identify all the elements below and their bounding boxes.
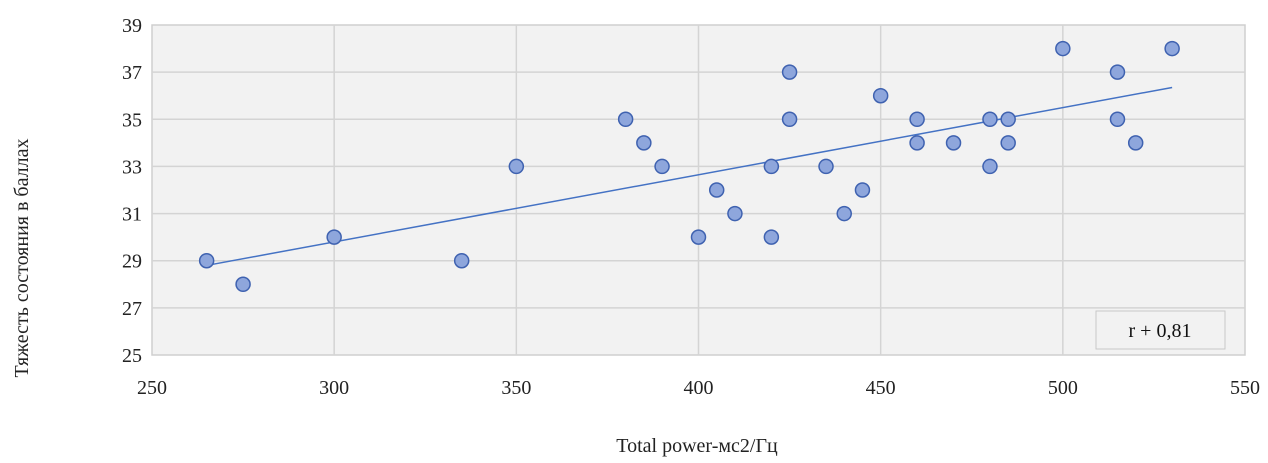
data-point: [818, 158, 834, 175]
data-point: [909, 135, 925, 151]
data-point: [654, 158, 670, 175]
data-point: [1127, 135, 1144, 151]
correlation-annotation: r + 0,81: [1129, 320, 1192, 342]
x-tick-label: 550: [1230, 377, 1260, 399]
data-point: [763, 229, 780, 245]
y-tick-label: 35: [122, 109, 142, 131]
y-tick-label: 33: [122, 156, 142, 178]
data-point: [854, 182, 871, 198]
data-points: [198, 40, 1180, 293]
y-tick-labels: 25 27 29 31 33 35 37 39: [122, 15, 142, 367]
data-point: [781, 111, 798, 128]
x-tick-label: 500: [1048, 377, 1078, 399]
data-point: [636, 135, 652, 151]
data-point: [690, 229, 707, 245]
data-point: [453, 252, 470, 269]
data-point: [1000, 135, 1016, 151]
x-tick-label: 400: [684, 377, 714, 399]
data-point: [763, 158, 780, 175]
data-point: [872, 87, 889, 104]
y-tick-label: 39: [122, 15, 142, 37]
y-tick-label: 25: [122, 345, 142, 367]
data-point: [909, 111, 925, 128]
data-point: [982, 158, 998, 175]
correlation-annotation-box: [1095, 310, 1226, 350]
data-point: [945, 135, 962, 151]
data-point: [708, 182, 725, 198]
data-point: [1055, 40, 1071, 57]
x-tick-label: 350: [501, 377, 531, 399]
x-tick-label: 300: [319, 377, 349, 399]
data-point: [1109, 64, 1126, 80]
data-point: [781, 64, 798, 80]
data-point: [326, 229, 342, 245]
y-tick-label: 27: [122, 298, 142, 320]
x-tick-label: 250: [137, 377, 167, 399]
x-tick-labels: 250 300 350 400 450 500 550: [137, 377, 1260, 399]
data-point: [235, 276, 251, 293]
data-point: [982, 111, 998, 128]
data-point: [617, 111, 634, 128]
data-point: [1164, 40, 1180, 57]
x-tick-label: 450: [866, 377, 896, 399]
data-point: [1000, 111, 1016, 128]
data-point: [1109, 111, 1126, 128]
data-point: [508, 158, 525, 175]
y-tick-label: 29: [122, 251, 142, 273]
y-axis-title: Тяжесть состояния в баллах: [11, 139, 33, 378]
y-tick-label: 37: [122, 62, 142, 84]
grid-lines: [152, 25, 1245, 355]
data-point: [836, 205, 852, 222]
data-point: [727, 205, 743, 222]
y-tick-label: 31: [122, 204, 142, 226]
x-axis-title: Total power-мс2/Гц: [616, 435, 778, 457]
data-point: [198, 252, 215, 269]
